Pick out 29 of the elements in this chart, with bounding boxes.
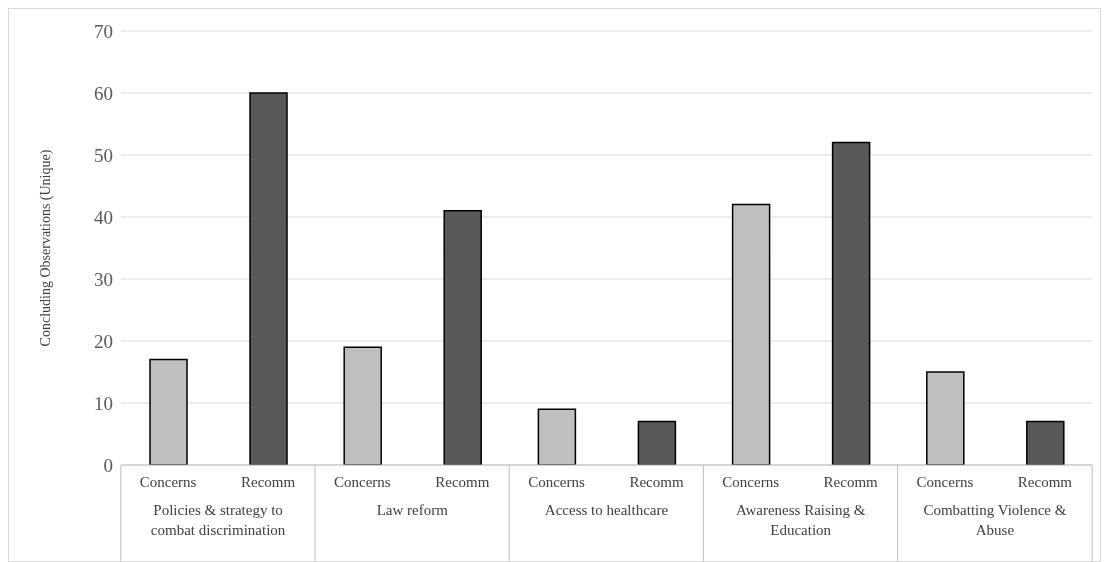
bar bbox=[249, 92, 288, 465]
text: Concerns bbox=[916, 474, 974, 490]
y-tick-label: 10 bbox=[94, 392, 113, 414]
text: Concerns bbox=[333, 474, 391, 490]
bar bbox=[1026, 420, 1065, 465]
text: Recomm bbox=[241, 474, 296, 490]
series-label: Concerns bbox=[722, 474, 780, 490]
x-tick-label: Law reform bbox=[376, 502, 449, 518]
text: Concerns bbox=[139, 474, 197, 490]
y-tick-label: 20 bbox=[94, 330, 113, 352]
x-tick-label: Access to healthcare bbox=[544, 502, 669, 518]
y-tick-label: 50 bbox=[94, 144, 113, 166]
y-axis-title: Concluding Observations (Unique) bbox=[37, 149, 54, 347]
series-label: Recomm bbox=[823, 474, 879, 490]
y-tick-label: 30 bbox=[94, 268, 113, 290]
text: Concerns bbox=[528, 474, 585, 490]
y-tick-label: 70 bbox=[94, 20, 113, 42]
bar bbox=[831, 141, 871, 465]
x-tick-label: Awareness Raising & Education bbox=[735, 502, 866, 538]
x-tick-label: Policies & strategy to combat discrimination bbox=[150, 502, 286, 538]
bar bbox=[443, 210, 482, 465]
y-tick-label: 40 bbox=[94, 206, 113, 228]
bar bbox=[637, 420, 677, 465]
y-tick-label: 60 bbox=[94, 82, 113, 104]
text: Recomm bbox=[629, 474, 684, 490]
x-tick-label: Combatting Violence & Abuse bbox=[923, 502, 1067, 538]
text: Recomm bbox=[435, 474, 490, 490]
y-tick-label: 0 bbox=[103, 454, 113, 476]
text: Recomm bbox=[1017, 474, 1072, 490]
